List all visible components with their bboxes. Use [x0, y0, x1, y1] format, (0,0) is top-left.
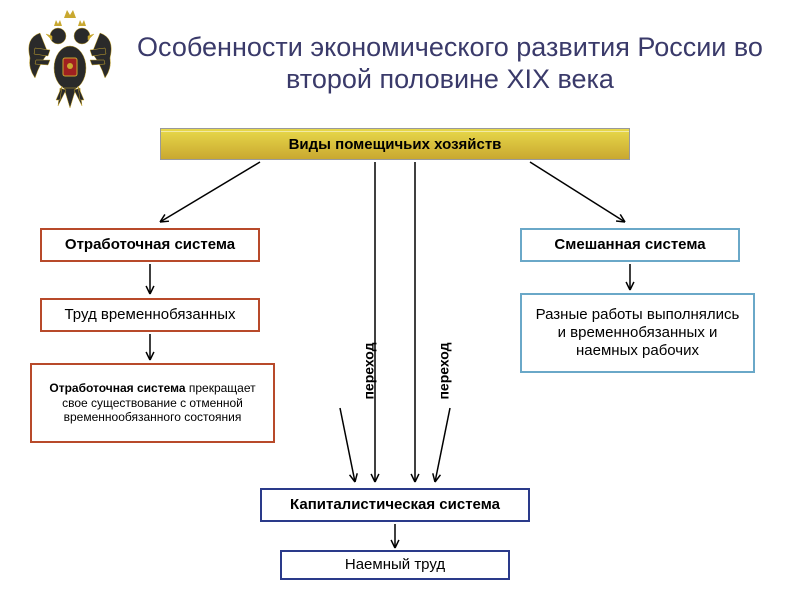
page-title: Особенности экономического развития Росс… — [120, 31, 770, 96]
box-otrab-system: Отработочная система — [40, 228, 260, 262]
box-hired-labor: Наемный труд — [280, 550, 510, 580]
box-otrab-system-text: Отработочная система — [65, 236, 235, 254]
top-bar: Виды помещичьих хозяйств — [160, 128, 630, 160]
russian-emblem-icon — [20, 8, 120, 118]
box-otrab-note-bold: Отработочная система — [49, 381, 185, 395]
box-mixed-work-text: Разные работы выполнялись и временнобяза… — [530, 306, 745, 360]
box-mixed-system: Смешанная система — [520, 228, 740, 262]
transition-label-right: переход — [436, 342, 452, 399]
box-capitalist-text: Капиталистическая система — [290, 496, 500, 514]
box-hired-labor-text: Наемный труд — [345, 556, 445, 574]
box-mixed-system-text: Смешанная система — [554, 236, 705, 254]
box-labor-temp: Труд временнобязанных — [40, 298, 260, 332]
box-otrab-note-text: Отработочная система прекращает свое сущ… — [40, 381, 265, 424]
box-labor-temp-text: Труд временнобязанных — [64, 306, 235, 324]
box-mixed-work: Разные работы выполнялись и временнобяза… — [520, 293, 755, 373]
box-capitalist: Капиталистическая система — [260, 488, 530, 522]
top-bar-label: Виды помещичьих хозяйств — [161, 131, 629, 157]
transition-label-left: переход — [361, 342, 377, 399]
box-otrab-note: Отработочная система прекращает свое сущ… — [30, 363, 275, 443]
diagram-area: Виды помещичьих хозяйств Отработочная си… — [0, 118, 800, 588]
